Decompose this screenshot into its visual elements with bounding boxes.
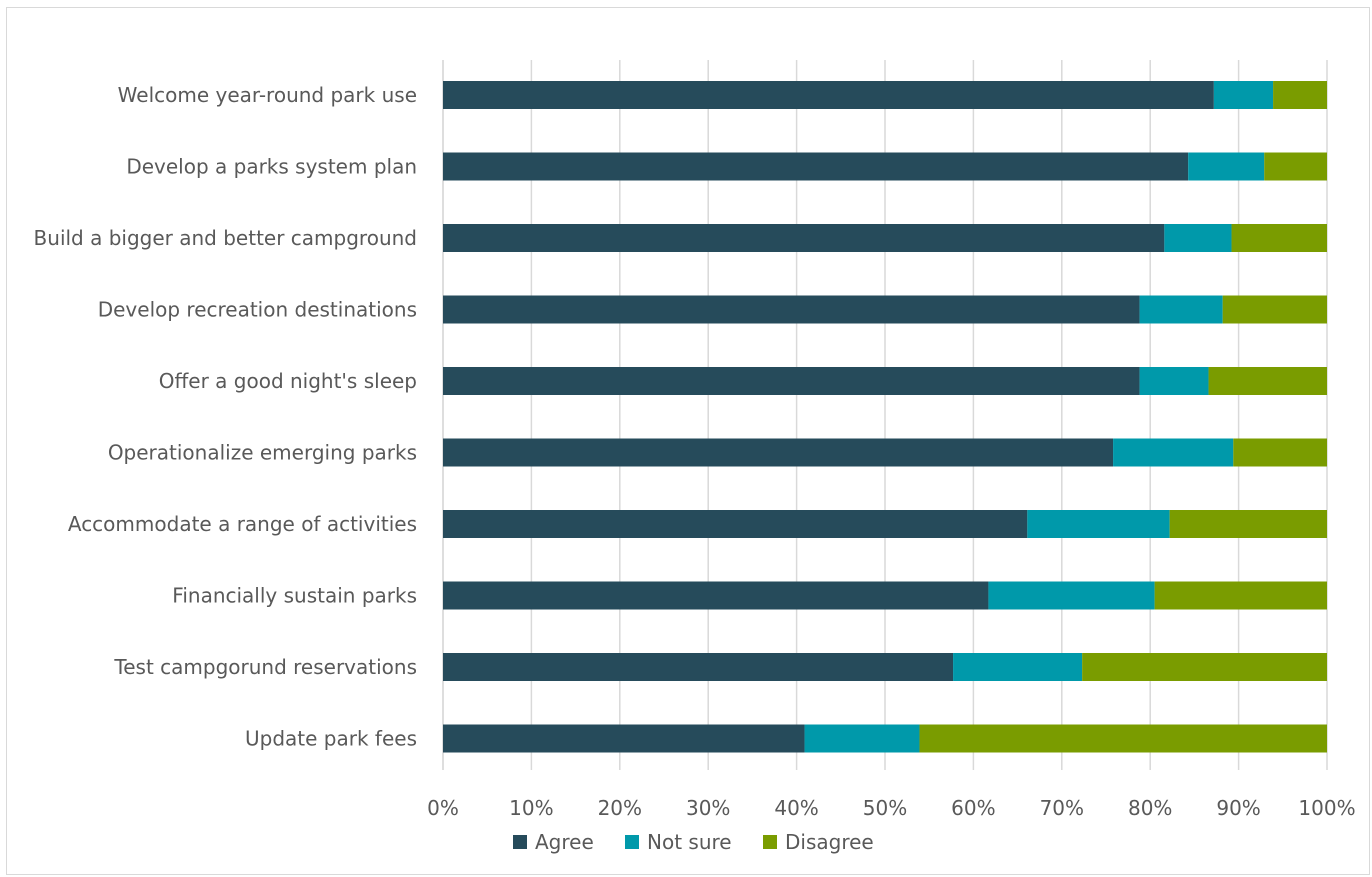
bar-segment-disagree <box>919 724 1327 753</box>
bar-segment-not-sure <box>1188 152 1265 181</box>
legend-swatch <box>625 835 639 849</box>
bar-segment-agree <box>443 653 954 681</box>
bar-segment-disagree <box>1082 653 1327 681</box>
legend-label: Agree <box>535 830 594 854</box>
bar-segment-disagree <box>1169 510 1327 538</box>
legend-label: Not sure <box>647 830 732 854</box>
bar-segment-not-sure <box>1139 295 1223 324</box>
category-label: Financially sustain parks <box>172 584 417 608</box>
bar-segment-disagree <box>1273 81 1327 109</box>
x-tick-label: 70% <box>1040 796 1084 820</box>
bar-segment-disagree <box>1154 581 1327 610</box>
category-labels: Welcome year-round park use Develop a par… <box>34 83 417 751</box>
x-tick-label: 80% <box>1128 796 1172 820</box>
bar-segment-agree <box>443 224 1165 252</box>
x-tick-label: 20% <box>598 796 642 820</box>
bar-segment-agree <box>443 438 1114 467</box>
bar-segment-not-sure <box>1213 81 1274 109</box>
x-axis-ticks: 0% 10% 20% 30% 40% 50% 60% 70% 80% 90% 100% <box>427 796 1355 820</box>
bar-segment-disagree <box>1231 224 1327 252</box>
bar-segment-disagree <box>1233 438 1327 467</box>
bar-segment-not-sure <box>953 653 1083 681</box>
bar-segment-disagree <box>1208 367 1327 395</box>
x-tick-label: 60% <box>951 796 995 820</box>
bar-segment-disagree <box>1264 152 1327 181</box>
bar-segment-not-sure <box>1139 367 1209 395</box>
bar-segment-not-sure <box>1113 438 1234 467</box>
x-tick-label: 10% <box>509 796 553 820</box>
x-tick-label: 0% <box>427 796 459 820</box>
bar-segment-agree <box>443 510 1028 538</box>
bar-segment-not-sure <box>804 724 920 753</box>
x-tick-label: 90% <box>1216 796 1260 820</box>
legend-swatch <box>513 835 527 849</box>
category-label: Develop a parks system plan <box>126 155 417 179</box>
category-label: Test campgorund reservations <box>113 655 417 679</box>
category-label: Offer a good night's sleep <box>159 369 417 393</box>
category-label: Build a bigger and better campground <box>34 226 417 250</box>
category-label: Welcome year-round park use <box>118 83 417 107</box>
category-label: Accommodate a range of activities <box>68 512 417 536</box>
legend-swatch <box>763 835 777 849</box>
bar-segment-not-sure <box>1027 510 1170 538</box>
bar-segment-agree <box>443 81 1214 109</box>
bar-segment-agree <box>443 367 1140 395</box>
bar-segment-agree <box>443 581 989 610</box>
category-label: Develop recreation destinations <box>98 298 417 322</box>
x-tick-label: 40% <box>774 796 818 820</box>
bar-segment-agree <box>443 724 805 753</box>
bars <box>443 81 1327 753</box>
category-label: Update park fees <box>245 727 417 751</box>
bar-segment-not-sure <box>1164 224 1232 252</box>
x-tick-label: 30% <box>686 796 730 820</box>
x-tick-label: 100% <box>1298 796 1355 820</box>
bar-segment-not-sure <box>988 581 1155 610</box>
x-tick-label: 50% <box>863 796 907 820</box>
bar-segment-agree <box>443 295 1140 324</box>
category-label: Operationalize emerging parks <box>108 441 417 465</box>
bar-segment-disagree <box>1222 295 1327 324</box>
bar-segment-agree <box>443 152 1189 181</box>
legend: Agree Not sure Disagree <box>513 830 874 854</box>
legend-label: Disagree <box>785 830 874 854</box>
